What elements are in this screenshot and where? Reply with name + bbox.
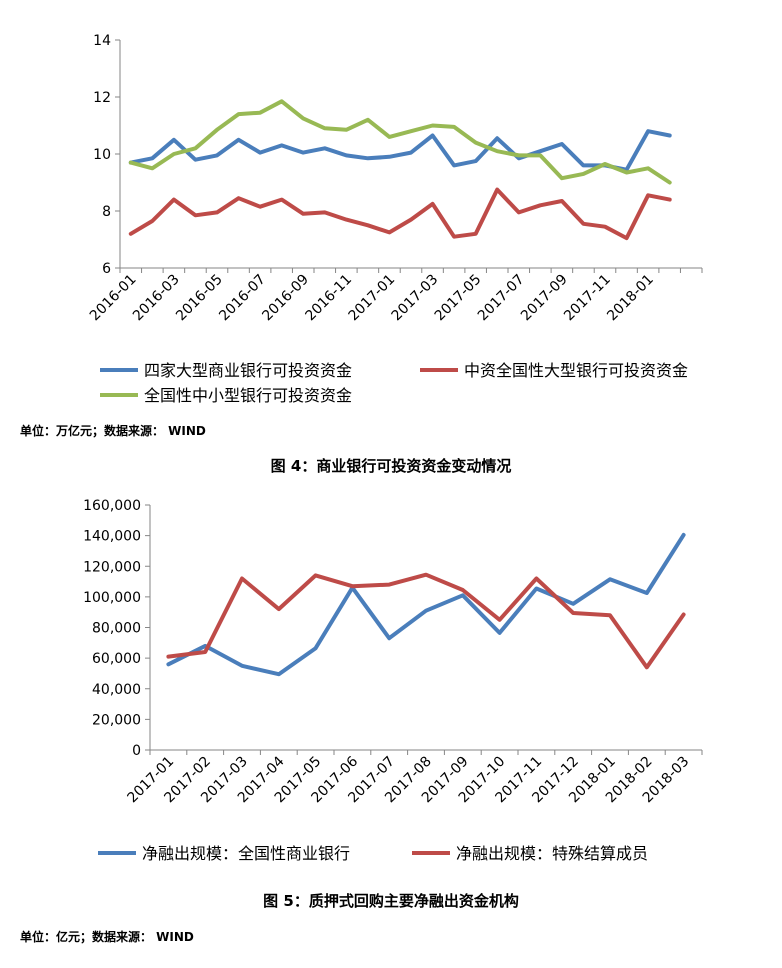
y-tick-label: 60,000 bbox=[92, 651, 141, 667]
series-line-1 bbox=[166, 572, 686, 670]
legend-label: 净融出规模：特殊结算成员 bbox=[456, 844, 648, 863]
chart4-caption: 图 4：商业银行可投资资金变动情况 bbox=[270, 457, 512, 475]
y-tick-label: 120,000 bbox=[83, 559, 141, 575]
x-tick-label: 2017-03 bbox=[389, 272, 442, 325]
axis-lines bbox=[119, 40, 702, 269]
x-tick-label: 2016-11 bbox=[302, 272, 355, 325]
legend-label: 净融出规模：全国性商业银行 bbox=[142, 844, 350, 863]
x-tick-label: 2017-01 bbox=[346, 272, 399, 325]
y-tick-label: 8 bbox=[102, 204, 111, 220]
x-tick-label: 2017-09 bbox=[518, 272, 571, 325]
chart4-note: 单位：万亿元；数据来源： WIND bbox=[20, 424, 206, 438]
y-tick-label: 0 bbox=[132, 743, 141, 759]
series-line-2 bbox=[128, 99, 672, 185]
legend-label: 全国性中小型银行可投资资金 bbox=[144, 386, 352, 405]
y-tick-label: 10 bbox=[93, 147, 111, 163]
legend-label: 四家大型商业银行可投资资金 bbox=[144, 361, 352, 380]
y-tick-label: 20,000 bbox=[92, 712, 141, 728]
series-line-0 bbox=[166, 532, 686, 677]
x-axis-ticks: 2017-012017-022017-032017-042017-052017-… bbox=[125, 750, 703, 806]
y-axis-ticks: 6 8 10 12 14 bbox=[93, 33, 120, 277]
y-tick-label: 100,000 bbox=[83, 590, 141, 606]
series-line-1 bbox=[128, 187, 672, 241]
y-tick-label: 160,000 bbox=[83, 498, 141, 514]
series-lines bbox=[128, 99, 672, 241]
y-axis-ticks: 0 20,000 40,000 60,000 80,000 100,000 120,000 1… bbox=[83, 498, 150, 759]
x-tick-label: 2017-05 bbox=[432, 272, 485, 325]
chart5-note: 单位：亿元；数据来源： WIND bbox=[20, 930, 194, 944]
x-tick-label: 2016-07 bbox=[216, 272, 269, 325]
legend-label: 中资全国性大型银行可投资资金 bbox=[464, 361, 688, 380]
chart5-caption: 图 5：质押式回购主要净融出资金机构 bbox=[263, 892, 519, 910]
y-tick-label: 14 bbox=[93, 33, 111, 49]
x-tick-label: 2017-07 bbox=[475, 272, 528, 325]
x-tick-label: 2018-01 bbox=[604, 272, 657, 325]
y-tick-label: 12 bbox=[93, 90, 111, 106]
axis-lines bbox=[149, 505, 702, 751]
y-tick-label: 6 bbox=[102, 261, 111, 277]
legend: 净融出规模：全国性商业银行 净融出规模：特殊结算成员 bbox=[98, 844, 648, 863]
y-tick-label: 40,000 bbox=[92, 682, 141, 698]
x-tick-label: 2016-09 bbox=[259, 272, 312, 325]
x-tick-label: 2016-03 bbox=[130, 272, 183, 325]
series-line-0 bbox=[128, 129, 672, 172]
x-tick-label: 2017-11 bbox=[561, 272, 614, 325]
x-tick-label: 2016-05 bbox=[173, 272, 226, 325]
x-axis-ticks: 2016-012016-032016-052016-072016-092016-… bbox=[87, 268, 703, 325]
y-tick-label: 80,000 bbox=[92, 621, 141, 637]
chart-net-lending: 0 20,000 40,000 60,000 80,000 100,000 120,000 1… bbox=[83, 498, 703, 863]
series-lines bbox=[166, 532, 686, 677]
x-tick-label: 2016-01 bbox=[87, 272, 140, 325]
y-tick-label: 140,000 bbox=[83, 529, 141, 545]
